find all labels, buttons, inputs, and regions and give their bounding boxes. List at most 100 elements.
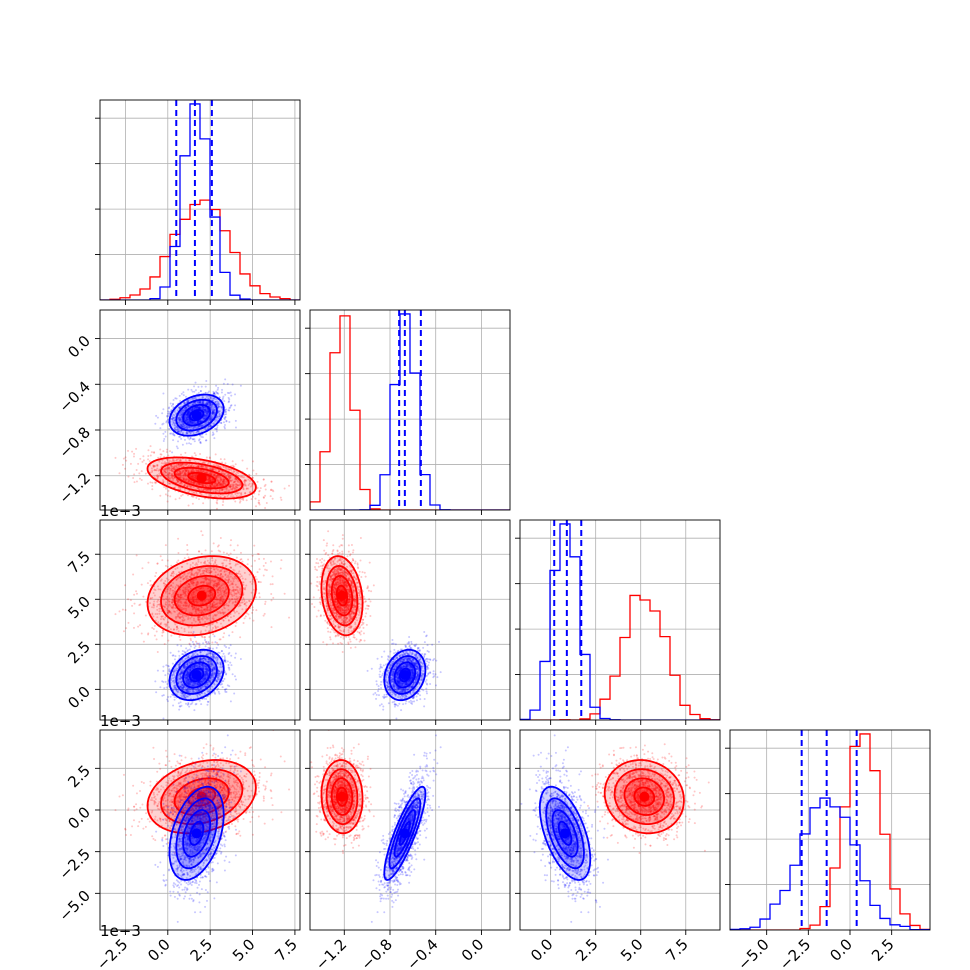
sample-point	[214, 641, 217, 644]
sample-point	[138, 472, 141, 475]
sample-point	[172, 477, 175, 480]
sample-point	[207, 421, 210, 424]
sample-point	[214, 476, 217, 479]
sample-point	[244, 479, 247, 482]
sample-point	[159, 448, 162, 451]
sample-point	[213, 412, 216, 415]
sample-point	[154, 422, 157, 425]
sample-point	[177, 473, 180, 476]
sample-point	[216, 415, 219, 418]
sample-point	[174, 486, 177, 489]
sample-point	[263, 612, 266, 615]
sample-point	[228, 476, 231, 479]
sample-point	[184, 419, 187, 422]
sample-point	[234, 500, 237, 503]
sample-point	[201, 470, 204, 473]
sample-point	[198, 407, 201, 410]
sample-point	[187, 410, 190, 413]
sample-point	[166, 467, 169, 470]
sample-point	[177, 458, 180, 461]
sample-point	[187, 421, 190, 424]
sample-point	[205, 489, 208, 492]
sample-point	[154, 482, 157, 485]
sample-point	[183, 426, 186, 429]
sample-point	[283, 487, 286, 490]
sample-point	[192, 643, 195, 646]
sample-point	[187, 418, 190, 421]
sample-point	[204, 409, 207, 412]
sample-point	[180, 414, 183, 417]
sample-point	[178, 431, 181, 434]
sample-point	[133, 602, 136, 605]
sample-point	[205, 413, 208, 416]
sample-point	[221, 482, 224, 485]
sample-point	[206, 402, 209, 405]
sample-point	[184, 474, 187, 477]
sample-point	[192, 421, 195, 424]
sample-point	[253, 544, 256, 547]
sample-point	[190, 455, 193, 458]
sample-point	[183, 488, 186, 491]
sample-point	[217, 494, 220, 497]
sample-point	[190, 420, 193, 423]
sample-point	[218, 396, 221, 399]
sample-point	[188, 422, 191, 425]
sample-point	[200, 400, 203, 403]
sample-point	[167, 664, 170, 667]
sample-point	[193, 476, 196, 479]
sample-point	[178, 472, 181, 475]
sample-point	[208, 477, 211, 480]
sample-point	[183, 484, 186, 487]
sample-point	[186, 553, 189, 556]
sample-point	[202, 642, 205, 645]
sample-point	[204, 409, 207, 412]
sample-point	[197, 469, 200, 472]
sample-point	[201, 466, 204, 469]
sample-point	[190, 465, 193, 468]
sample-point	[159, 555, 162, 558]
sample-point	[237, 481, 240, 484]
sample-point	[122, 457, 125, 460]
sample-point	[182, 425, 185, 428]
sample-point	[215, 475, 218, 478]
sample-point	[145, 462, 148, 465]
sample-point	[212, 633, 215, 636]
sample-point	[228, 485, 231, 488]
sample-point	[192, 486, 195, 489]
sample-point	[177, 418, 180, 421]
sample-point	[163, 470, 166, 473]
sample-point	[220, 482, 223, 485]
sample-point	[171, 478, 174, 481]
sample-point	[186, 468, 189, 471]
sample-point	[231, 483, 234, 486]
sample-point	[172, 406, 175, 409]
sample-point	[197, 420, 200, 423]
sample-point	[156, 651, 159, 654]
sample-point	[220, 478, 223, 481]
sample-point	[255, 609, 258, 612]
sample-point	[216, 484, 219, 487]
sample-point	[195, 406, 198, 409]
sample-point	[222, 478, 225, 481]
sample-point	[259, 487, 262, 490]
sample-point	[210, 404, 213, 407]
sample-point	[196, 420, 199, 423]
sample-point	[271, 489, 274, 492]
sample-point	[181, 424, 184, 427]
sample-point	[184, 472, 187, 475]
sample-point	[173, 434, 176, 437]
sample-point	[194, 454, 197, 457]
sample-point	[156, 467, 159, 470]
sample-point	[168, 467, 171, 470]
sample-point	[172, 416, 175, 419]
sample-point	[229, 486, 232, 489]
sample-point	[211, 410, 214, 413]
sample-point	[229, 484, 232, 487]
sample-point	[156, 465, 159, 468]
sample-point	[227, 475, 230, 478]
sample-point	[215, 402, 218, 405]
sample-point	[205, 403, 208, 406]
panel-2-0	[100, 520, 300, 720]
sample-point	[255, 472, 258, 475]
sample-point	[206, 401, 209, 404]
